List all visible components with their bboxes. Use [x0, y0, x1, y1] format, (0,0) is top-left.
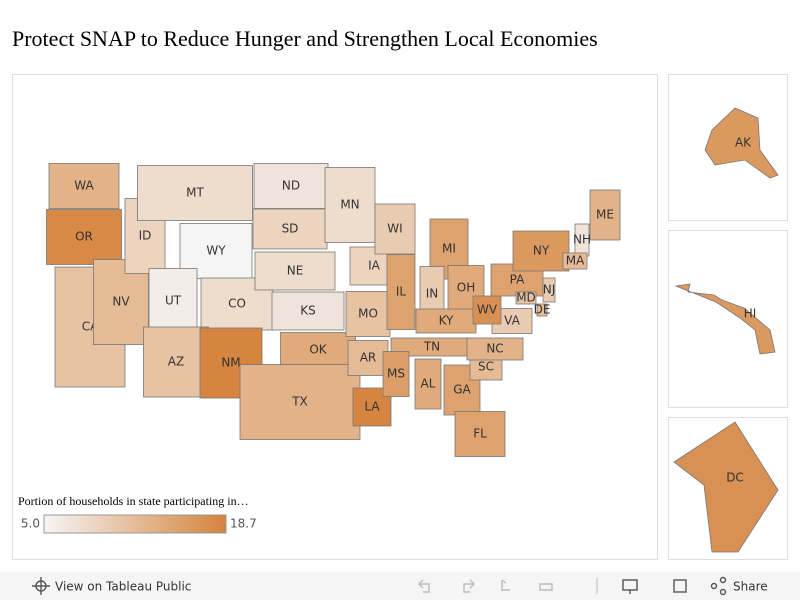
- state-shape: [143, 326, 209, 398]
- state-label: TX: [291, 395, 308, 409]
- toolbar-icons: [32, 576, 727, 596]
- state-label: AK: [735, 136, 752, 150]
- state-shape: [239, 364, 361, 440]
- state-shape: [46, 209, 122, 265]
- state-shape: [280, 332, 356, 368]
- state-label: ME: [596, 208, 614, 222]
- state-label: DE: [534, 303, 551, 317]
- state-label: HI: [744, 307, 757, 321]
- state-label: WI: [387, 222, 402, 236]
- state-label: MT: [186, 186, 204, 200]
- legend-min: 5.0: [21, 517, 40, 531]
- state-shape: [673, 421, 779, 553]
- state-label: ID: [139, 229, 152, 243]
- state-shape: [454, 411, 506, 457]
- state-shape: [253, 163, 329, 209]
- state-shape: [374, 203, 416, 255]
- state-label: MO: [358, 307, 378, 321]
- state-label: ND: [282, 179, 300, 193]
- legend-gradient: [43, 514, 227, 534]
- state-label: WA: [74, 179, 94, 193]
- legend-max: 18.7: [230, 517, 257, 531]
- state-shape: [324, 167, 376, 243]
- state-label: NC: [486, 342, 503, 356]
- state-shape: [589, 189, 621, 241]
- state-label: NV: [112, 295, 130, 309]
- state-shape: [466, 337, 524, 361]
- state-shape: [254, 251, 336, 291]
- state-label: NE: [287, 264, 304, 278]
- state-shape: [415, 308, 477, 334]
- state-label: NJ: [543, 283, 556, 297]
- state-label: DC: [726, 471, 744, 485]
- state-label: AZ: [168, 355, 184, 369]
- state-label: KY: [439, 314, 454, 328]
- state-label: WV: [477, 303, 498, 317]
- view-link[interactable]: View on Tableau Public: [55, 580, 191, 594]
- state-shape: [512, 230, 570, 272]
- state-label: MA: [566, 254, 585, 268]
- state-shape: [562, 252, 588, 270]
- state-label: WY: [206, 244, 226, 258]
- state-label: MS: [387, 367, 405, 381]
- state-label: FL: [473, 427, 487, 441]
- state-label: MD: [516, 291, 536, 305]
- state-label: OR: [75, 230, 93, 244]
- state-label: PA: [510, 273, 525, 287]
- state-label: SC: [478, 360, 494, 374]
- state-shape: [515, 291, 537, 305]
- state-label: UT: [165, 294, 182, 308]
- state-label: IA: [368, 259, 381, 273]
- state-label: NH: [573, 233, 591, 247]
- state-shape: [271, 291, 345, 331]
- state-shape: [347, 340, 389, 376]
- state-label: LA: [364, 400, 380, 414]
- toolbar: [0, 572, 800, 600]
- state-shape: [704, 107, 779, 179]
- state-shape: [137, 165, 253, 221]
- state-label: IL: [396, 285, 407, 299]
- state-shape: [536, 303, 548, 317]
- state-label: OK: [309, 343, 327, 357]
- state-shape: [48, 163, 120, 209]
- state-shape: [199, 327, 263, 399]
- state-label: NM: [221, 356, 240, 370]
- state-label: KS: [300, 304, 316, 318]
- state-shape: [345, 291, 391, 337]
- state-shape: [148, 268, 198, 334]
- hawaii-panel: [668, 230, 788, 408]
- state-shape: [414, 358, 442, 410]
- state-label: MI: [442, 242, 456, 256]
- title: Protect SNAP to Reduce Hunger and Streng…: [12, 26, 598, 51]
- state-label: GA: [453, 383, 471, 397]
- share-button[interactable]: Share: [733, 580, 768, 594]
- state-shape: [472, 295, 502, 325]
- state-label: NY: [533, 244, 550, 258]
- state-label: MN: [340, 198, 359, 212]
- state-label: AR: [360, 351, 377, 365]
- state-label: VA: [504, 314, 520, 328]
- state-shape: [542, 277, 556, 303]
- state-shape: [674, 283, 776, 355]
- state-label: AL: [421, 377, 436, 391]
- state-label: CO: [228, 297, 246, 311]
- legend-title: Portion of households in state participa…: [18, 494, 249, 508]
- state-label: SD: [282, 222, 299, 236]
- state-label: IN: [426, 287, 439, 301]
- state-shape: [382, 351, 410, 397]
- legend: Portion of households in state participa…: [18, 494, 257, 534]
- state-label: OH: [457, 281, 475, 295]
- state-shape: [252, 208, 328, 250]
- state-shape: [386, 254, 416, 330]
- state-label: TN: [423, 340, 440, 354]
